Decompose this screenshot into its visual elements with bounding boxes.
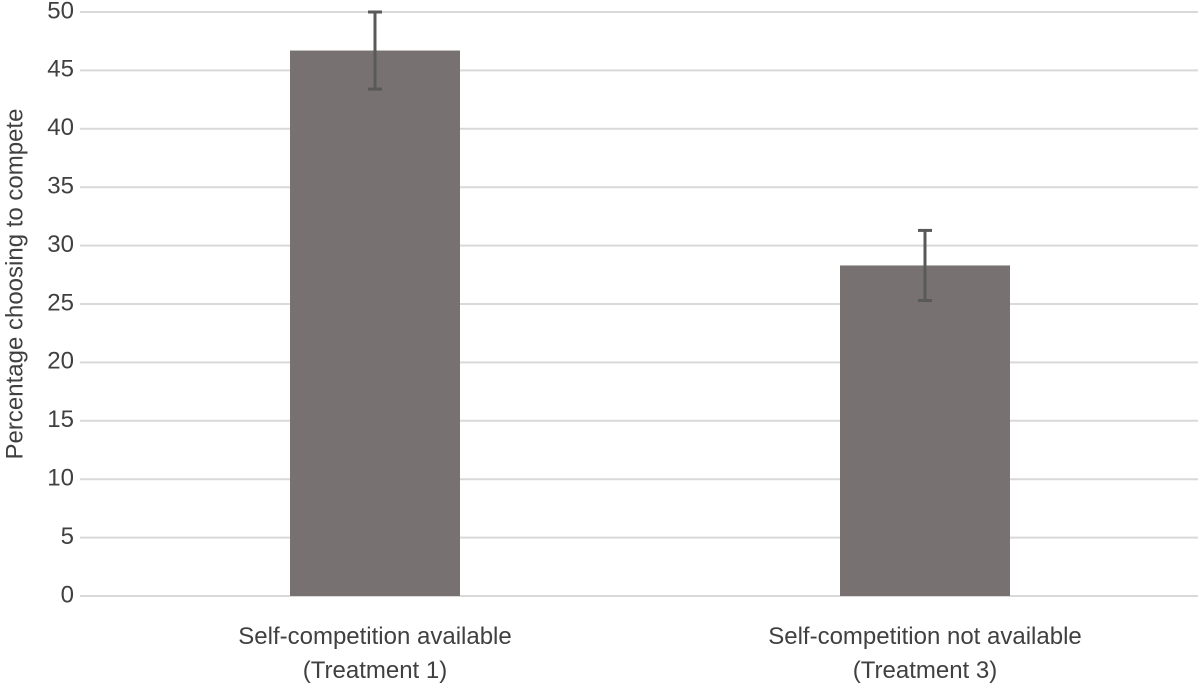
y-tick-label: 15 — [47, 406, 74, 433]
y-tick-label: 10 — [47, 465, 74, 492]
y-tick-label: 30 — [47, 231, 74, 258]
bar — [290, 50, 460, 596]
y-tick-label: 25 — [47, 289, 74, 316]
x-tick-label: Self-competition available (Treatment 1) — [238, 623, 511, 684]
y-tick-label: 0 — [61, 581, 74, 608]
y-axis-label: Percentage choosing to compete — [1, 109, 28, 460]
y-tick-label: 5 — [61, 523, 74, 550]
y-tick-label: 45 — [47, 56, 74, 83]
error-bar — [368, 10, 382, 91]
error-bar — [918, 228, 932, 302]
y-tick-label: 35 — [47, 173, 74, 200]
y-tick-label: 20 — [47, 348, 74, 375]
bar — [840, 265, 1010, 596]
x-tick-label: Self-competition not available (Treatment… — [768, 623, 1082, 684]
y-tick-label: 50 — [47, 0, 74, 24]
y-tick-label: 40 — [47, 114, 74, 141]
